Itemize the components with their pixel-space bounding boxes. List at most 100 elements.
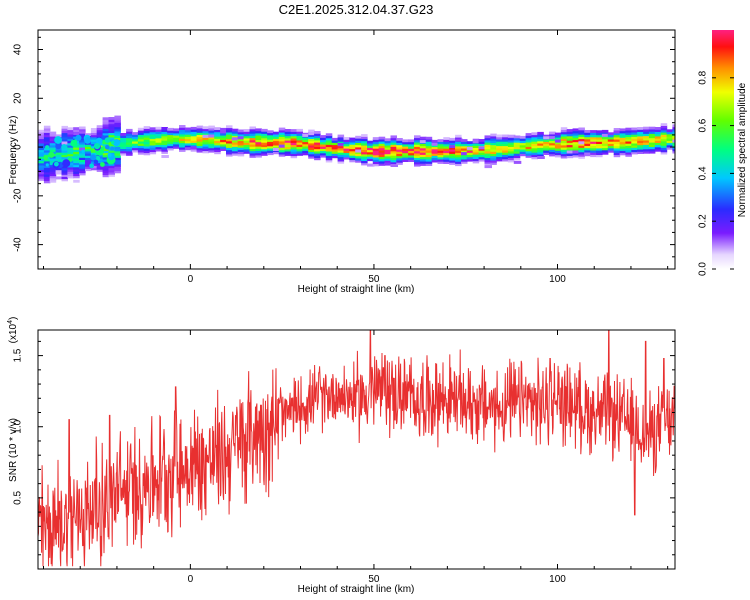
- spectrogram-halo: [273, 148, 281, 151]
- spectrogram-cell: [79, 130, 86, 134]
- spectrogram-cell: [648, 142, 656, 145]
- spectrogram-cell: [513, 155, 521, 159]
- spectrogram-cell: [126, 150, 133, 154]
- spectrogram-cell: [355, 140, 362, 143]
- spectrogram-cell: [320, 150, 327, 154]
- spectrogram-cell: [631, 145, 638, 148]
- spectrogram-cell: [149, 136, 157, 139]
- spectrogram-cell: [90, 167, 98, 171]
- spectrogram-cell: [402, 157, 409, 160]
- spectrogram-cell: [273, 140, 280, 144]
- spectrogram-cell: [284, 129, 292, 132]
- spectrogram-cell: [325, 139, 333, 143]
- spectrogram-halo: [455, 138, 463, 142]
- spectrogram-cell: [226, 131, 233, 135]
- spectrogram-cell: [208, 127, 215, 131]
- spectrogram-cell: [226, 147, 233, 151]
- spectrogram-cell: [267, 134, 274, 138]
- spectrogram-cell: [490, 155, 497, 159]
- spectrogram-cell: [601, 138, 609, 142]
- spectrogram-cell: [343, 139, 350, 142]
- spectrogram-cell: [214, 142, 221, 146]
- spectrogram-cell: [120, 152, 127, 156]
- spectrogram-cell: [490, 142, 497, 146]
- spectrogram-cell: [320, 143, 327, 147]
- spectrogram-cell: [208, 141, 215, 144]
- spectrogram-cell: [220, 139, 227, 143]
- spectrogram-cell: [173, 128, 180, 132]
- spectrogram-blob: [112, 139, 121, 147]
- spectrogram-cell: [414, 163, 421, 167]
- spectrogram-cell: [167, 147, 174, 151]
- spectrogram-cell: [560, 142, 568, 146]
- spectrogram-cell: [155, 131, 162, 134]
- spectrogram-cell: [601, 145, 609, 149]
- spectrogram-cell: [43, 169, 51, 173]
- spectrogram-cell: [161, 148, 168, 152]
- spectrogram-cell: [660, 147, 668, 151]
- spectrogram-cell: [243, 133, 251, 137]
- spectrogram-cell: [38, 156, 45, 159]
- spectrogram-cell: [549, 144, 556, 148]
- spectrogram-cell: [214, 138, 221, 141]
- spectrogram-cell: [372, 161, 380, 165]
- spectrogram-cell: [367, 151, 374, 155]
- spectrogram-cell: [431, 157, 439, 161]
- spectrogram-cell: [425, 158, 433, 162]
- spectrogram-cell: [202, 141, 209, 145]
- spectrogram-cell: [155, 142, 162, 145]
- spectrogram-cell: [220, 141, 227, 145]
- spectrogram-cell: [296, 153, 303, 156]
- spectrogram-cell: [114, 159, 121, 163]
- spectrogram-cell: [43, 130, 51, 133]
- spectrogram-cell: [325, 150, 333, 154]
- spectrogram-cell: [49, 175, 57, 179]
- spectrogram-cell: [38, 129, 45, 133]
- spectrogram-cell: [61, 172, 68, 175]
- spectrogram-blob: [61, 144, 67, 150]
- spectrogram-cell: [408, 150, 415, 154]
- spectrogram-halo: [578, 141, 586, 145]
- spectrogram-cell: [255, 146, 262, 149]
- spectrogram-cell: [73, 133, 80, 137]
- spectrogram-cell: [143, 152, 151, 156]
- spectrogram-cell: [384, 138, 392, 142]
- spectrogram-cell: [361, 162, 368, 166]
- spectrogram-cell: [361, 151, 368, 155]
- spectrogram-cell: [255, 139, 262, 143]
- spectrogram-cell: [237, 140, 245, 144]
- spectrogram-cell: [73, 179, 80, 183]
- spectrogram-cell: [96, 142, 104, 146]
- spectrogram-cell: [625, 132, 632, 135]
- spectrogram-cell: [484, 146, 491, 150]
- snr-ticks: 0 50 100 0.5 1.0 1.5: [13, 330, 675, 585]
- spectrogram-cell: [648, 131, 656, 134]
- spectrogram-cell: [220, 148, 227, 151]
- spectrogram-cell: [455, 143, 462, 147]
- spectrogram-cell: [114, 163, 121, 167]
- spectrogram-cell: [38, 173, 45, 177]
- spectrogram-cell: [85, 146, 92, 150]
- spectrogram-cell: [337, 141, 345, 144]
- spectrogram-cell: [419, 136, 427, 140]
- spectrogram-cell: [249, 128, 256, 132]
- spectrogram-blob: [107, 152, 112, 158]
- spectrogram-cell: [648, 146, 656, 150]
- spectrogram-cell: [190, 133, 198, 137]
- spectrogram-cell: [308, 142, 315, 146]
- spectrogram-cell: [584, 147, 591, 151]
- spectrogram-cell: [496, 158, 503, 162]
- spectrogram-cell: [102, 121, 110, 125]
- spectrogram-cell: [214, 151, 221, 155]
- spectrogram-cell: [502, 149, 509, 153]
- spectrogram-cell: [114, 126, 121, 130]
- spectrogram-cell: [502, 154, 509, 158]
- spectrogram-cell: [666, 135, 674, 139]
- spectrogram-cell: [343, 154, 350, 158]
- spectrogram-cell: [343, 152, 350, 156]
- spectrogram-cell: [484, 142, 491, 145]
- spectrogram-cell: [290, 140, 298, 143]
- spectrogram-cell: [114, 137, 121, 141]
- spectrogram-cell: [43, 152, 51, 155]
- spectrogram-cell: [79, 161, 86, 165]
